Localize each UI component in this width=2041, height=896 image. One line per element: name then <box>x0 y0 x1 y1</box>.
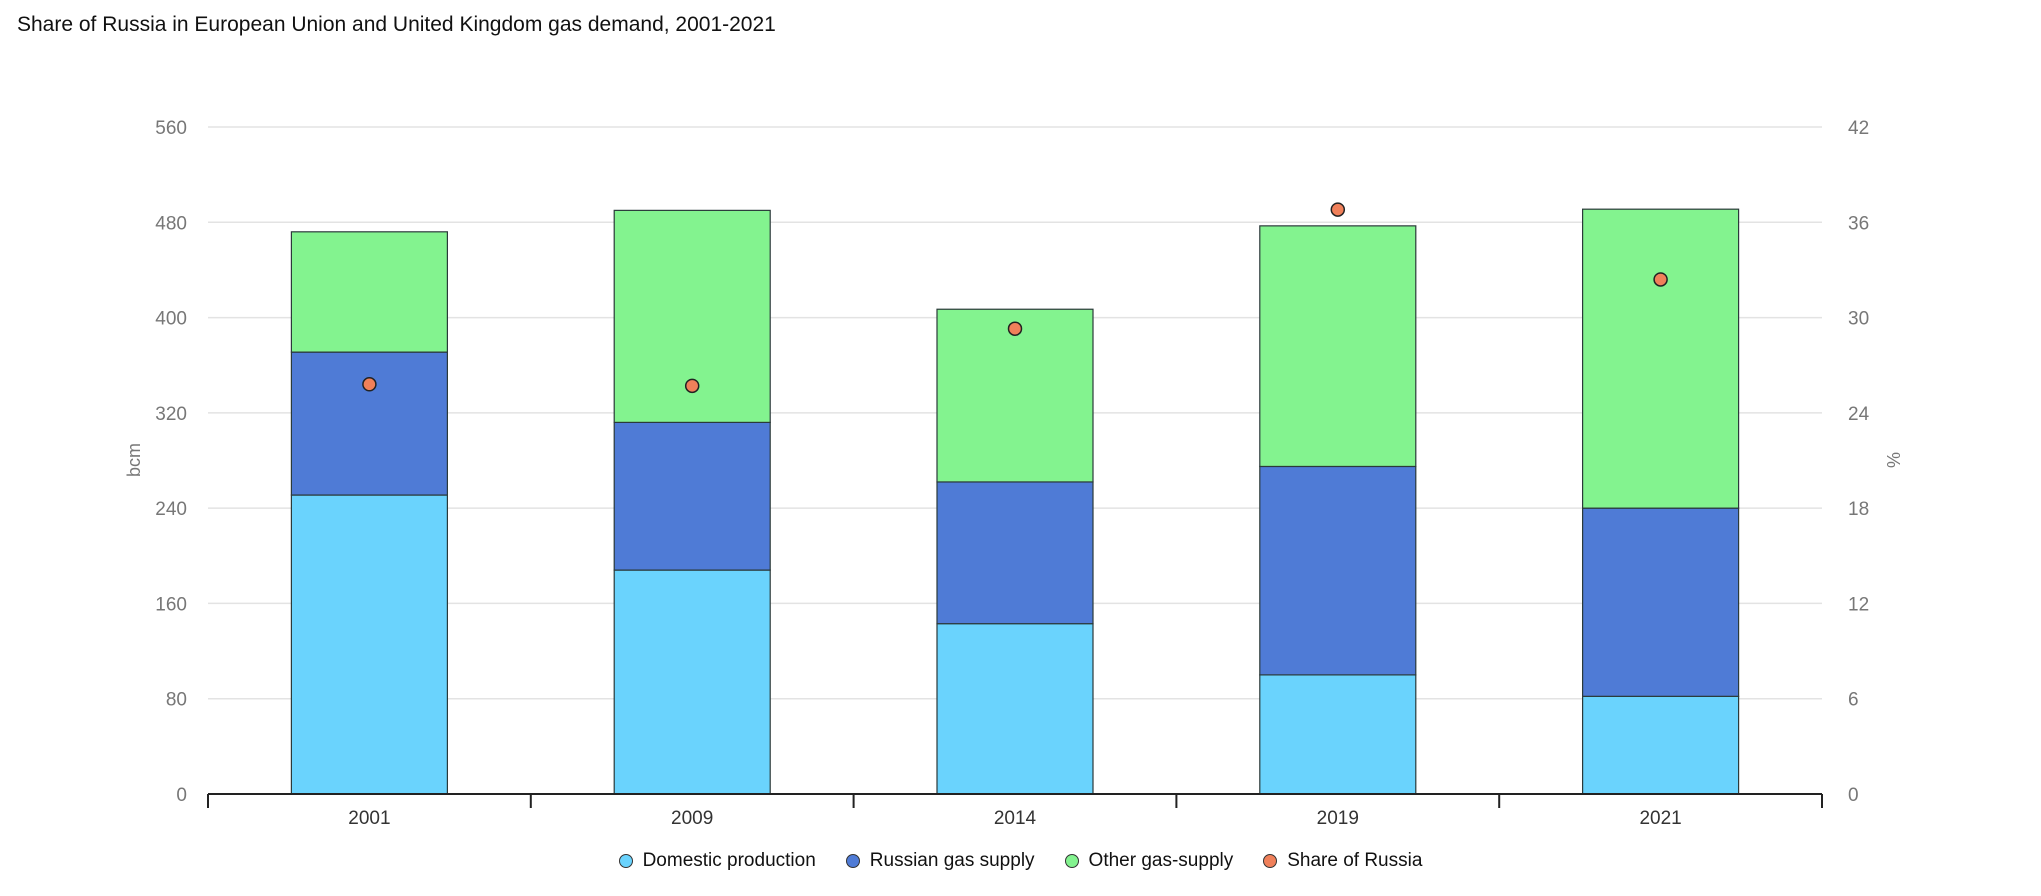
bars <box>290 208 1740 795</box>
x-tick-label: 2014 <box>994 808 1037 829</box>
legend-swatch <box>1263 854 1278 868</box>
bar-domestic-production-2019 <box>1259 674 1417 795</box>
share-point-2001 <box>362 377 377 392</box>
right-axis-ticks: 0 6 12 18 24 30 36 42 <box>1848 118 1870 806</box>
share-points <box>362 202 1668 394</box>
legend-swatch <box>845 854 860 868</box>
legend: Domestic production Russian gas supply Oth… <box>0 850 2041 872</box>
right-axis-label: % <box>1883 452 1903 468</box>
bar-other-gas-supply-2014 <box>936 308 1094 483</box>
x-tick-label: 2021 <box>1639 808 1681 829</box>
legend-label: Domestic production <box>642 850 816 871</box>
x-tick-label: 2019 <box>1317 808 1359 829</box>
x-tick-label: 2009 <box>671 808 713 829</box>
share-point-2021 <box>1653 272 1668 287</box>
y2-tick-label: 12 <box>1848 594 1869 615</box>
bar-domestic-production-2009 <box>613 569 771 795</box>
y2-tick-label: 24 <box>1848 404 1870 425</box>
bar-domestic-production-2021 <box>1581 695 1740 795</box>
y-tick-label: 160 <box>155 594 187 615</box>
y-tick-label: 480 <box>155 213 187 234</box>
x-axis: 2001 2009 2014 2019 2021 <box>207 793 1823 829</box>
legend-item[interactable]: Russian gas supply <box>845 850 1035 872</box>
y-tick-label: 320 <box>155 404 187 425</box>
legend-swatch <box>618 854 633 868</box>
legend-label: Share of Russia <box>1287 850 1423 871</box>
share-point-2019 <box>1330 202 1346 217</box>
y-tick-label: 80 <box>166 690 187 711</box>
y2-tick-label: 18 <box>1848 499 1869 520</box>
y-tick-label: 0 <box>176 785 187 806</box>
chart-title: Share of Russia in European Union and Un… <box>17 13 776 36</box>
bar-russian-gas-supply-2021 <box>1581 507 1740 697</box>
left-axis-label: bcm <box>124 443 144 477</box>
x-tick-label: 2001 <box>348 808 390 829</box>
bar-other-gas-supply-2021 <box>1581 208 1740 509</box>
bar-other-gas-supply-2009 <box>613 209 771 423</box>
y-tick-label: 400 <box>155 309 187 330</box>
bar-other-gas-supply-2001 <box>290 231 448 353</box>
y2-tick-label: 30 <box>1848 309 1869 330</box>
y-tick-label: 240 <box>155 499 187 520</box>
legend-item[interactable]: Share of Russia <box>1263 850 1422 872</box>
bar-domestic-production-2001 <box>290 494 448 795</box>
share-point-2014 <box>1007 321 1023 336</box>
legend-item[interactable]: Domestic production <box>618 850 816 872</box>
legend-label: Russian gas supply <box>869 850 1035 871</box>
y2-tick-label: 42 <box>1848 118 1869 139</box>
left-axis-ticks: 0 80 160 240 320 400 480 560 <box>155 118 187 806</box>
bar-russian-gas-supply-2014 <box>936 481 1094 625</box>
bar-russian-gas-supply-2019 <box>1259 465 1417 676</box>
legend-swatch <box>1064 854 1079 868</box>
share-point-2009 <box>684 378 700 394</box>
y2-tick-label: 6 <box>1848 690 1859 711</box>
bar-other-gas-supply-2019 <box>1259 225 1417 468</box>
chart-svg: 0 80 160 240 320 400 480 560 0 6 12 18 24 30 36 42 200… <box>124 118 1903 829</box>
y-tick-label: 560 <box>155 118 187 139</box>
y2-tick-label: 36 <box>1848 213 1869 234</box>
legend-item[interactable]: Other gas-supply <box>1064 850 1234 872</box>
bar-domestic-production-2014 <box>936 623 1094 795</box>
legend-label: Other gas-supply <box>1088 850 1234 871</box>
bar-russian-gas-supply-2001 <box>290 351 448 496</box>
bar-russian-gas-supply-2009 <box>613 421 771 571</box>
y2-tick-label: 0 <box>1848 785 1859 806</box>
